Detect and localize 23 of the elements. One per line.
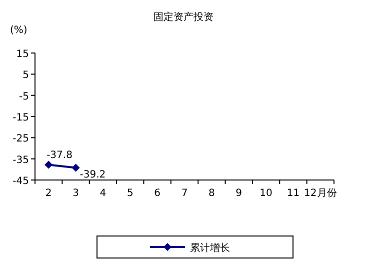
x-tick-label: 5 bbox=[126, 188, 134, 199]
y-tick-label: -45 bbox=[12, 176, 29, 187]
chart-title: 固定资产投资 bbox=[154, 11, 214, 23]
y-tick-label: 15 bbox=[16, 49, 29, 60]
x-tick-label: 10 bbox=[260, 188, 272, 199]
x-tick-label: 3 bbox=[72, 188, 79, 199]
x-tick-label: 2 bbox=[45, 188, 52, 199]
y-tick-label: 5 bbox=[22, 70, 29, 82]
x-tick-label: 8 bbox=[208, 188, 215, 199]
x-tick-label: 9 bbox=[236, 188, 242, 199]
x-tick-label: 6 bbox=[154, 188, 161, 199]
y-tick-label: -25 bbox=[12, 134, 29, 145]
x-tick-label: 11 bbox=[286, 188, 300, 199]
y-tick-label: -35 bbox=[12, 154, 29, 166]
x-tick-label: 7 bbox=[181, 188, 188, 199]
x-tick-label: 4 bbox=[100, 188, 106, 199]
legend-label: 累计增长 bbox=[190, 242, 230, 254]
x-tick-label: 12月份 bbox=[304, 188, 337, 199]
data-label: -39.2 bbox=[80, 170, 106, 181]
y-tick-label: -5 bbox=[19, 91, 29, 102]
data-label: -37.8 bbox=[46, 150, 72, 161]
y-axis-title: (%) bbox=[10, 25, 28, 36]
y-tick-label: -15 bbox=[12, 112, 29, 124]
